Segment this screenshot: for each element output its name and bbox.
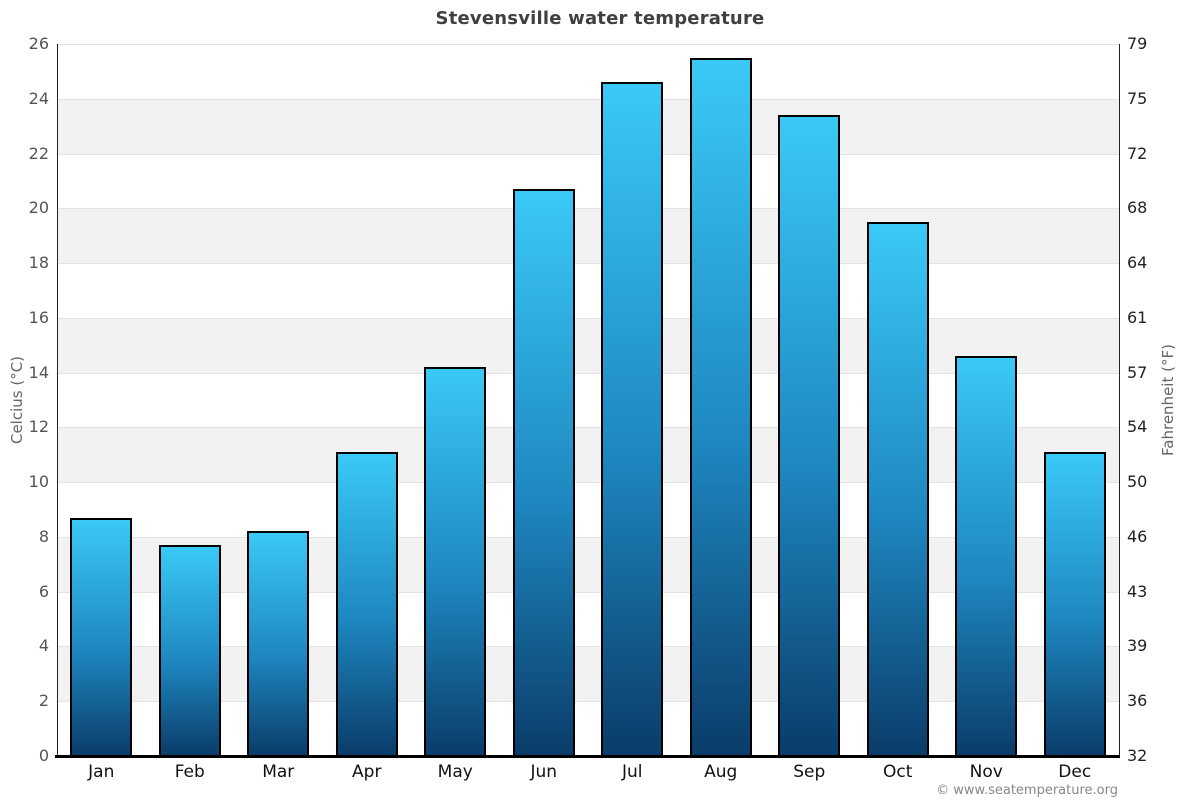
gridline [57, 591, 1119, 593]
plot-area [57, 44, 1119, 756]
x-axis-label-aug: Aug [704, 762, 738, 782]
gridline [57, 263, 1119, 265]
gridline [57, 427, 1119, 429]
grid-band [57, 646, 1119, 702]
chart-title: Stevensville water temperature [435, 8, 765, 29]
bar-aug [689, 57, 752, 756]
bar-jun [512, 189, 575, 756]
y-axis-tick-fahrenheit: 46 [1127, 526, 1148, 546]
gridline [57, 536, 1119, 538]
copyright-credit: © www.seatemperature.org [936, 783, 1118, 798]
y-axis-tick-celsius: 6 [38, 581, 49, 601]
x-axis-label-may: May [437, 762, 473, 782]
y-axis-tick-fahrenheit: 54 [1127, 417, 1148, 437]
y-axis-tick-celsius: 18 [28, 253, 49, 273]
y-axis-tick-fahrenheit: 36 [1127, 691, 1148, 711]
y-axis-tick-celsius: 0 [38, 746, 49, 765]
gridline [57, 98, 1119, 100]
y-axis-tick-celsius: 24 [28, 88, 49, 108]
bar-apr [335, 452, 398, 756]
x-axis-label-jun: Jun [530, 762, 558, 782]
y-axis-tick-fahrenheit: 79 [1127, 34, 1148, 53]
y-axis-tick-fahrenheit: 50 [1127, 472, 1148, 492]
x-axis-label-feb: Feb [174, 762, 205, 782]
left-axis-line [57, 44, 58, 757]
y-axis-tick-celsius: 22 [28, 143, 49, 163]
x-axis-label-dec: Dec [1058, 762, 1092, 782]
y-axis-tick-fahrenheit: 72 [1127, 143, 1148, 163]
x-axis-label-jan: Jan [88, 762, 115, 782]
y-axis-tick-celsius: 12 [28, 417, 49, 437]
grid-band [57, 427, 1119, 483]
y-axis-tick-fahrenheit: 32 [1127, 746, 1148, 765]
gridline [57, 372, 1119, 374]
x-axis-label-oct: Oct [883, 762, 913, 782]
grid-band [57, 208, 1119, 264]
y-axis-tick-fahrenheit: 57 [1127, 362, 1148, 382]
bar-may [424, 367, 487, 756]
y-axis-tick-celsius: 4 [38, 636, 49, 656]
gridline [57, 317, 1119, 319]
x-axis-baseline [55, 754, 1120, 758]
grid-band [57, 44, 1119, 99]
gridline [57, 701, 1119, 703]
y-axis-tick-fahrenheit: 68 [1127, 198, 1148, 218]
grid-band [57, 701, 1119, 756]
grid-band [57, 372, 1119, 428]
y-axis-tick-fahrenheit: 39 [1127, 636, 1148, 656]
y-axis-tick-fahrenheit: 75 [1127, 88, 1148, 108]
bar-jan [70, 517, 133, 756]
grid-band [57, 536, 1119, 592]
right-axis-line [1119, 44, 1120, 757]
gridline [57, 153, 1119, 155]
y-axis-tick-celsius: 2 [38, 691, 49, 711]
bar-jul [601, 82, 664, 756]
x-axis-label-mar: Mar [262, 762, 295, 782]
y-axis-tick-fahrenheit: 43 [1127, 581, 1148, 601]
bar-dec [1043, 452, 1106, 756]
y-axis-tick-celsius: 14 [28, 362, 49, 382]
grid-band [57, 263, 1119, 318]
y-axis-tick-celsius: 8 [38, 526, 49, 546]
x-axis-label-nov: Nov [969, 762, 1003, 782]
x-axis-label-sep: Sep [793, 762, 826, 782]
bar-nov [955, 356, 1018, 756]
y-axis-tick-celsius: 20 [28, 198, 49, 218]
gridline [57, 44, 1119, 45]
bar-mar [247, 531, 310, 756]
grid-band [57, 153, 1119, 209]
y-axis-tick-celsius: 16 [28, 307, 49, 327]
grid-band [57, 591, 1119, 647]
grid-band [57, 482, 1119, 537]
y-axis-tick-fahrenheit: 61 [1127, 307, 1148, 327]
grid-band [57, 317, 1119, 373]
x-axis-label-jul: Jul [621, 762, 643, 782]
bar-oct [866, 222, 929, 756]
y-axis-tick-fahrenheit: 64 [1127, 253, 1148, 273]
y-axis-tick-celsius: 26 [28, 34, 49, 53]
bar-feb [158, 545, 221, 756]
y-axis-tick-celsius: 10 [28, 472, 49, 492]
gridline [57, 482, 1119, 484]
bar-sep [778, 115, 841, 756]
gridline [57, 646, 1119, 648]
y-axis-label-fahrenheit: Fahrenheit (°F) [1159, 344, 1177, 456]
gridline [57, 208, 1119, 210]
x-axis-label-apr: Apr [352, 762, 382, 782]
grid-band [57, 98, 1119, 154]
